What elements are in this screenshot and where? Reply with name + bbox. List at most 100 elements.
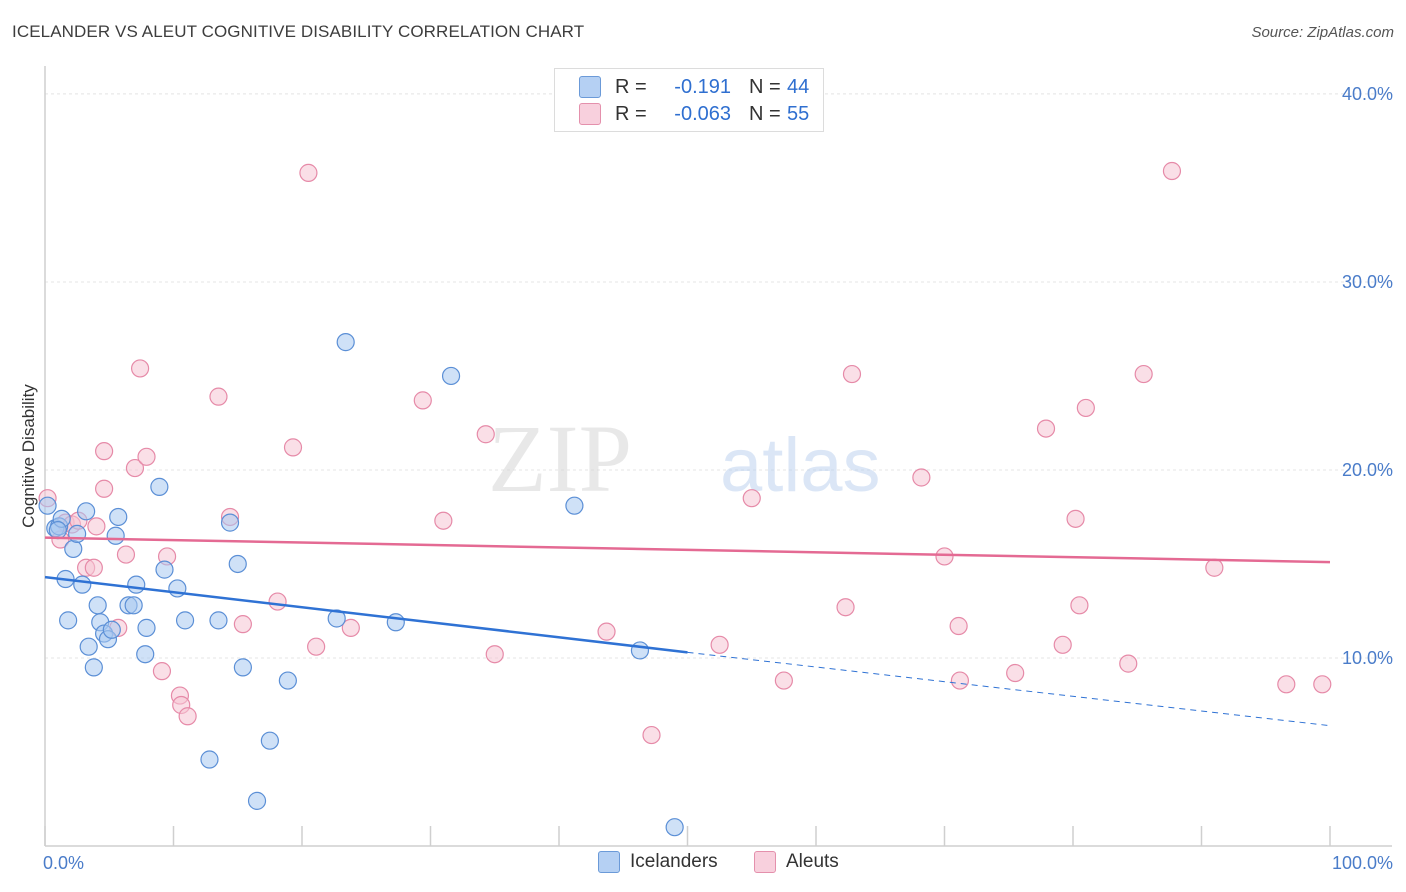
data-point[interactable] xyxy=(341,618,360,637)
data-point[interactable] xyxy=(336,333,355,352)
data-point[interactable] xyxy=(84,558,103,577)
data-point[interactable] xyxy=(150,477,169,496)
data-point[interactable] xyxy=(1205,558,1224,577)
data-point[interactable] xyxy=(1006,663,1025,683)
data-point[interactable] xyxy=(278,671,297,690)
data-point[interactable] xyxy=(260,731,279,750)
data-point[interactable] xyxy=(137,447,156,466)
data-point[interactable] xyxy=(842,364,862,384)
data-point[interactable] xyxy=(1076,398,1095,418)
data-point[interactable] xyxy=(912,468,931,487)
y-tick-label: 20.0% xyxy=(1342,460,1393,480)
data-point[interactable] xyxy=(642,725,661,745)
data-point[interactable] xyxy=(1313,675,1332,694)
data-point[interactable] xyxy=(233,658,252,677)
data-point[interactable] xyxy=(742,489,761,508)
data-point[interactable] xyxy=(137,618,156,637)
axes xyxy=(44,66,1392,847)
r-label: R = xyxy=(615,75,647,98)
data-point[interactable] xyxy=(38,496,57,515)
data-point[interactable] xyxy=(64,539,83,559)
icelanders-trend-extension xyxy=(687,651,1331,727)
data-point[interactable] xyxy=(209,611,228,630)
data-point[interactable] xyxy=(597,622,616,641)
legend-label-aleuts: Aleuts xyxy=(786,851,839,872)
data-point[interactable] xyxy=(124,596,143,615)
r-value: -0.191 xyxy=(674,75,731,98)
data-point[interactable] xyxy=(130,359,150,378)
data-point[interactable] xyxy=(710,635,729,654)
chart-title: ICELANDER VS ALEUT COGNITIVE DISABILITY … xyxy=(12,22,585,41)
data-point[interactable] xyxy=(209,387,228,406)
data-point[interactable] xyxy=(102,620,121,639)
data-point[interactable] xyxy=(200,750,219,769)
tick-labels: 10.0% 20.0% 30.0% 40.0% 0.0% 100.0% xyxy=(43,84,1393,873)
data-point[interactable] xyxy=(109,507,128,527)
x-tick-label: 100.0% xyxy=(1332,853,1393,873)
data-point[interactable] xyxy=(1036,419,1056,438)
data-point[interactable] xyxy=(95,479,114,498)
n-label: N = xyxy=(749,75,781,98)
data-point[interactable] xyxy=(299,163,318,182)
data-point[interactable] xyxy=(1119,654,1138,673)
data-point[interactable] xyxy=(220,513,240,532)
data-point[interactable] xyxy=(152,662,172,681)
legend-item-icelanders[interactable]: Icelanders xyxy=(598,851,718,873)
data-point[interactable] xyxy=(233,615,252,634)
watermark: ZIP atlas xyxy=(488,405,881,512)
data-point[interactable] xyxy=(136,645,155,664)
data-point[interactable] xyxy=(307,637,326,656)
data-point[interactable] xyxy=(268,592,287,611)
data-point[interactable] xyxy=(116,545,136,564)
data-point[interactable] xyxy=(127,575,146,594)
gridlines xyxy=(45,93,1392,659)
data-point[interactable] xyxy=(1053,635,1072,654)
data-point[interactable] xyxy=(434,511,453,530)
data-point[interactable] xyxy=(87,517,106,536)
r-value: -0.063 xyxy=(674,102,731,125)
data-point[interactable] xyxy=(949,616,968,636)
n-value: 55 xyxy=(787,102,810,125)
data-point[interactable] xyxy=(283,438,303,457)
data-point[interactable] xyxy=(476,425,495,444)
data-point[interactable] xyxy=(228,554,247,574)
legend-item-aleuts[interactable]: Aleuts xyxy=(754,851,839,873)
data-point[interactable] xyxy=(125,458,145,478)
data-point[interactable] xyxy=(175,611,195,630)
data-point[interactable] xyxy=(48,521,67,540)
data-point[interactable] xyxy=(1070,596,1089,615)
data-point[interactable] xyxy=(836,598,855,617)
data-point[interactable] xyxy=(630,641,650,660)
data-point[interactable] xyxy=(68,524,87,543)
data-point[interactable] xyxy=(1134,364,1153,384)
source-credit: Source: ZipAtlas.com xyxy=(1251,24,1394,41)
data-point[interactable] xyxy=(950,671,970,690)
data-point[interactable] xyxy=(1277,675,1296,694)
data-point[interactable] xyxy=(1162,161,1182,181)
x-tick-label: 0.0% xyxy=(43,853,84,873)
data-point[interactable] xyxy=(774,671,793,690)
data-point[interactable] xyxy=(665,818,684,837)
data-point[interactable] xyxy=(79,637,98,656)
data-point[interactable] xyxy=(413,391,432,410)
data-point[interactable] xyxy=(84,658,103,677)
data-point[interactable] xyxy=(88,596,107,615)
n-label: N = xyxy=(749,102,781,125)
data-point[interactable] xyxy=(178,707,197,726)
data-point[interactable] xyxy=(327,609,346,628)
data-point[interactable] xyxy=(565,496,584,515)
y-tick-label: 40.0% xyxy=(1342,84,1393,104)
data-point[interactable] xyxy=(441,366,461,386)
data-point[interactable] xyxy=(247,791,267,810)
data-point[interactable] xyxy=(59,611,78,630)
data-point[interactable] xyxy=(1066,509,1085,528)
data-point[interactable] xyxy=(155,560,174,579)
data-point[interactable] xyxy=(73,575,92,594)
data-point[interactable] xyxy=(106,526,125,545)
data-point[interactable] xyxy=(77,502,96,521)
data-point[interactable] xyxy=(95,442,114,461)
y-tick-label: 30.0% xyxy=(1342,272,1393,292)
data-point[interactable] xyxy=(485,645,504,664)
aleuts-points xyxy=(38,161,1332,745)
data-point[interactable] xyxy=(935,547,954,566)
